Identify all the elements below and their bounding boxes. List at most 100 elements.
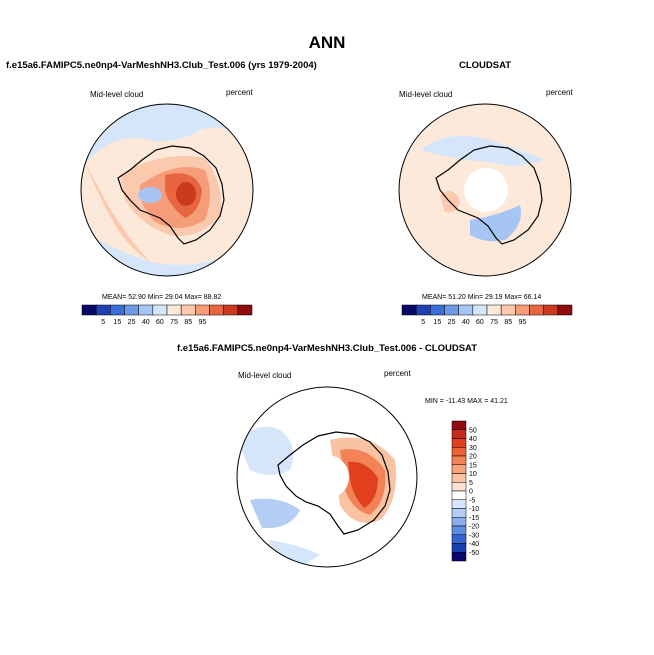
left-colorbar: 5 15 25 40 60 75 85 95 [81, 304, 253, 326]
diff-map-coastline [277, 431, 391, 535]
right-colorbar-swatch [543, 304, 559, 316]
diff-colorbar-swatch [451, 420, 467, 430]
diff-colorbar-tick-label: 50 [469, 427, 477, 434]
left-colorbar-tick-label: 85 [184, 319, 192, 326]
diff-colorbar-swatch [451, 552, 467, 562]
right-colorbar-tick-label: 25 [448, 319, 456, 326]
diff-colorbar-tick-label: 10 [469, 471, 477, 478]
right-colorbar-tick-label: 95 [519, 319, 527, 326]
right-colorbar-swatch [415, 304, 431, 316]
left-colorbar-swatch [166, 304, 182, 316]
left-map [80, 103, 254, 277]
right-panel-title: CLOUDSAT [459, 60, 512, 71]
right-colorbar-tick-label: 60 [476, 319, 484, 326]
diff-map-blue-1 [237, 426, 294, 475]
left-colorbar-swatch [152, 304, 168, 316]
left-map-border [80, 103, 254, 277]
diff-colorbar-tick-label: -40 [469, 541, 479, 548]
diff-colorbar-tick-label: -20 [469, 524, 479, 531]
diff-colorbar-tick-label: 40 [469, 436, 477, 443]
diff-colorbar-tick-label: 30 [469, 445, 477, 452]
left-stats: MEAN= 52.90 Min= 29.04 Max= 88.82 [102, 294, 222, 301]
right-colorbar-swatch [430, 304, 445, 316]
diff-colorbar-tick-label: 20 [469, 454, 477, 461]
right-colorbar-swatch [529, 304, 544, 316]
left-colorbar-swatch [209, 304, 224, 316]
left-colorbar-swatch [110, 304, 125, 316]
right-map [398, 103, 572, 277]
diff-colorbar-tick-label: -50 [469, 550, 479, 557]
right-map-polar-hole [464, 168, 508, 212]
right-map-coastline [435, 145, 543, 245]
left-colorbar-swatch [124, 304, 139, 316]
diff-colorbar-tick-label: 0 [469, 489, 473, 496]
diff-colorbar-swatch [451, 464, 467, 474]
right-colorbar-swatch [557, 304, 573, 316]
left-colorbar-swatch [237, 304, 253, 316]
diff-stats: MIN = -11.43 MAX = 41.21 [425, 398, 508, 405]
diff-colorbar-swatch [451, 499, 467, 509]
left-map-coastline [117, 145, 225, 245]
right-colorbar-tick-label: 40 [462, 319, 470, 326]
right-colorbar-swatch [458, 304, 474, 316]
diff-map-contour-3 [348, 461, 378, 508]
left-colorbar-swatch [81, 304, 97, 316]
right-colorbar-swatch [515, 304, 530, 316]
diff-colorbar-tick-label: -30 [469, 532, 479, 539]
left-colorbar-tick-label: 25 [128, 319, 136, 326]
left-variable-label: Mid-level cloud [90, 90, 144, 99]
left-colorbar-swatch [223, 304, 239, 316]
diff-colorbar-swatch [451, 508, 467, 518]
diff-map-blue-2 [250, 498, 300, 529]
left-map-low-spot [138, 187, 162, 203]
right-colorbar-tick-label: 85 [504, 319, 512, 326]
left-colorbar-swatch [195, 304, 210, 316]
left-colorbar-tick-label: 15 [114, 319, 122, 326]
right-colorbar-swatch [500, 304, 516, 316]
diff-colorbar-swatch [451, 490, 467, 500]
diff-colorbar-tick-label: 5 [469, 480, 473, 487]
right-colorbar-swatch [472, 304, 488, 316]
diff-colorbar-swatch [451, 543, 467, 553]
right-variable-label: Mid-level cloud [399, 90, 453, 99]
diff-colorbar-swatch [451, 517, 467, 527]
left-colorbar-tick-label: 5 [101, 319, 105, 326]
diff-colorbar-tick-label: -10 [469, 506, 479, 513]
left-colorbar-tick-label: 95 [199, 319, 207, 326]
diff-panel-title: f.e15a6.FAMIPC5.ne0np4-VarMeshNH3.Club_T… [176, 343, 478, 354]
diff-colorbar-swatch [451, 482, 467, 492]
right-stats: MEAN= 51.20 Min= 29.19 Max= 66.14 [422, 294, 542, 301]
diff-colorbar-swatch [451, 534, 467, 544]
right-map-blue-patch [470, 205, 521, 242]
diff-colorbar-tick-label: 15 [469, 462, 477, 469]
diff-colorbar-tick-label: -5 [469, 497, 475, 504]
left-colorbar-tick-label: 60 [156, 319, 164, 326]
right-colorbar-swatch [486, 304, 502, 316]
right-colorbar-tick-label: 75 [490, 319, 498, 326]
left-map-max [176, 182, 196, 206]
diff-map-polar-hole [305, 455, 349, 499]
diff-map-border [236, 386, 418, 568]
right-map-blue-band [420, 135, 545, 166]
diff-variable-label: Mid-level cloud [238, 371, 292, 380]
right-colorbar-tick-label: 15 [434, 319, 442, 326]
right-colorbar: 5 15 25 40 60 75 85 95 [401, 304, 573, 326]
right-map-border [398, 103, 572, 277]
left-colorbar-tick-label: 40 [142, 319, 150, 326]
left-map-blue-ring-top [81, 104, 253, 170]
diff-units-label: percent [384, 369, 411, 378]
right-colorbar-tick-label: 5 [421, 319, 425, 326]
diff-colorbar-swatch [451, 455, 467, 465]
left-colorbar-swatch [138, 304, 154, 316]
left-colorbar-swatch [180, 304, 196, 316]
diff-colorbar-swatch [451, 438, 467, 448]
left-panel-title: f.e15a6.FAMIPC5.ne0np4-VarMeshNH3.Club_T… [6, 60, 317, 71]
left-colorbar-tick-label: 75 [170, 319, 178, 326]
diff-colorbar-swatch [451, 447, 467, 457]
diff-colorbar-swatch [451, 473, 467, 483]
right-colorbar-swatch [401, 304, 417, 316]
right-colorbar-swatch [444, 304, 459, 316]
right-units-label: percent [546, 88, 573, 97]
